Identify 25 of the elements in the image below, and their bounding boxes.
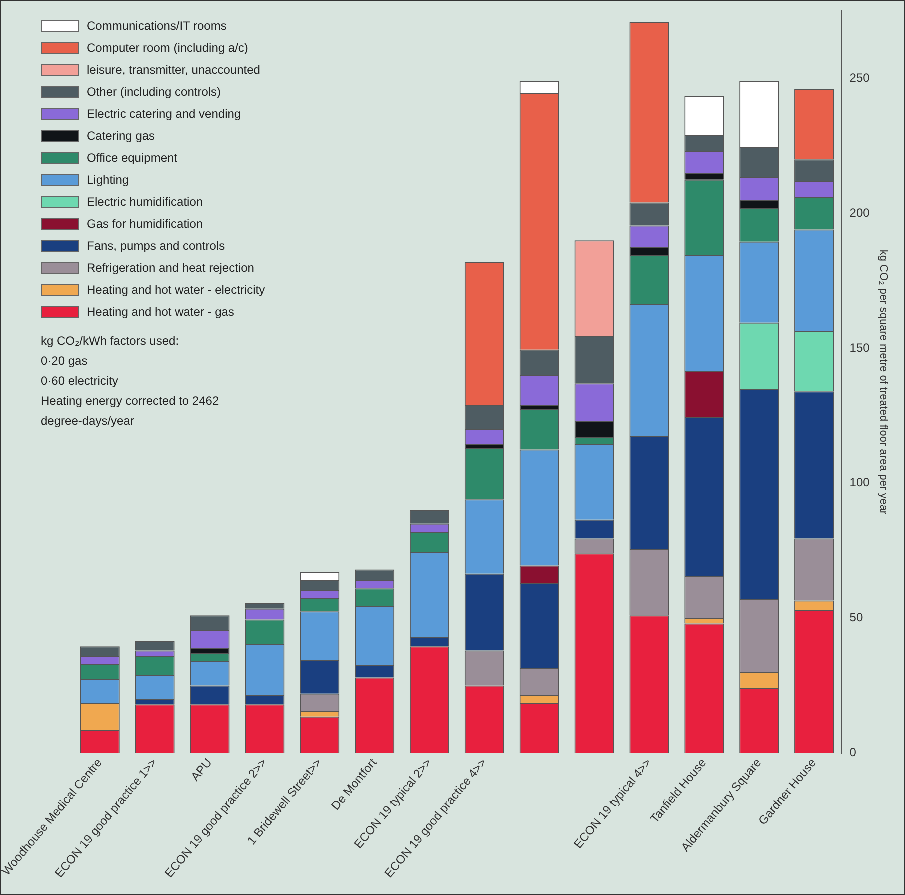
annotation: kg CO₂/kWh factors used: (41, 333, 180, 350)
legend-label: Refrigeration and heat rejection (87, 261, 254, 275)
legend-label: Computer room (including a/c) (87, 41, 248, 55)
legend-label: Gas for humidification (87, 217, 204, 231)
annotation: 0·20 gas (41, 353, 89, 370)
y-tick-label: 250 (850, 70, 870, 85)
legend-label: Heating and hot water - electricity (87, 283, 266, 297)
y-axis-title: kg CO₂ per square metre of treated floor area per year (877, 250, 890, 515)
annotation: 0·60 electricity (41, 373, 120, 390)
legend-label: Fans, pumps and controls (87, 239, 226, 253)
legend-label: leisure, transmitter, unaccounted (87, 63, 260, 77)
y-tick-label: 0 (850, 746, 857, 760)
y-tick-label: 200 (850, 206, 870, 220)
annotation: Heating energy corrected to 2462 degree-days/year (41, 393, 220, 430)
legend-label: Electric catering and vending (87, 107, 242, 121)
legend-label: Other (including controls) (87, 85, 222, 99)
legend-label: Heating and hot water - gas (87, 305, 234, 319)
legend-label: Lighting (87, 173, 130, 187)
legend-label: Catering gas (87, 129, 156, 143)
legend-label: Office equipment (87, 151, 178, 165)
y-tick-label: 50 (850, 610, 864, 625)
y-tick-label: 150 (850, 340, 870, 355)
y-tick-label: 100 (850, 476, 870, 490)
legend-label: Electric humidification (87, 195, 204, 209)
legend-label: Communications/IT rooms (87, 19, 227, 33)
